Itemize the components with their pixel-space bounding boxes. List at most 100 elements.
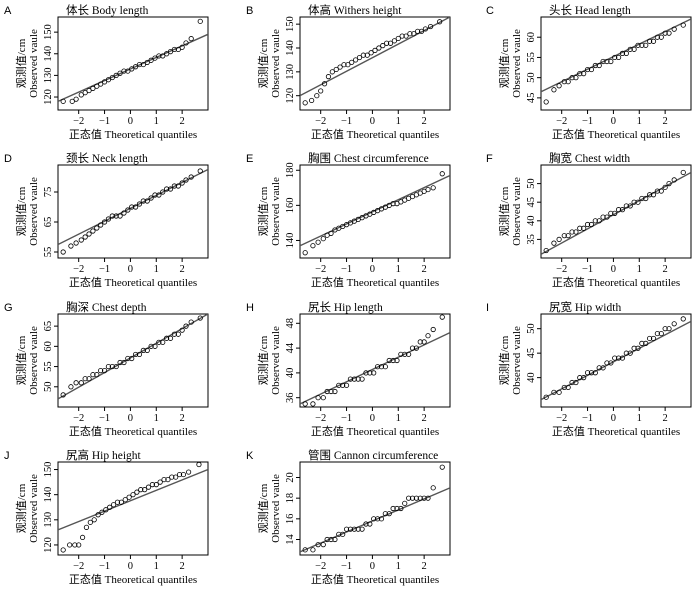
data-point [367, 370, 373, 376]
data-point [608, 210, 614, 216]
data-point [627, 350, 633, 356]
data-point [113, 363, 119, 370]
data-point [600, 214, 606, 220]
data-point [315, 395, 321, 401]
data-point [73, 380, 79, 386]
data-point [671, 177, 677, 183]
x-tick-label: 0 [611, 264, 616, 275]
data-point [411, 31, 417, 37]
x-tick-label: −1 [341, 561, 352, 572]
x-tick-label: 1 [637, 264, 642, 275]
y-tick-label: 140 [43, 46, 54, 62]
x-tick-label: 0 [370, 264, 375, 275]
x-tick-label: 1 [396, 413, 401, 424]
data-point [136, 201, 143, 207]
data-point [647, 335, 653, 342]
x-tick-label: 2 [180, 116, 185, 127]
data-point [197, 168, 203, 174]
x-tick-label: 2 [422, 264, 427, 275]
data-point [355, 376, 361, 382]
y-tick-label: 120 [43, 89, 54, 105]
x-tick-label: 1 [154, 413, 159, 424]
data-point [428, 23, 434, 30]
data-point [114, 499, 121, 505]
data-point [171, 46, 177, 53]
data-point [680, 316, 686, 322]
data-point [144, 347, 150, 353]
x-tick-label: 1 [637, 413, 642, 424]
y-tick-label: 50 [526, 323, 537, 334]
data-point [635, 42, 641, 48]
data-point [592, 218, 598, 224]
data-point [197, 18, 203, 24]
data-point [328, 388, 334, 395]
data-point [608, 58, 614, 65]
data-point [353, 57, 359, 63]
y-axis-label-cn: 观测值/cm [257, 335, 270, 385]
data-point [144, 198, 150, 204]
data-point [380, 43, 386, 49]
data-point [332, 388, 338, 395]
y-axis-label-cn: 观测值/cm [498, 186, 511, 236]
x-tick-label: −1 [341, 413, 352, 424]
data-point [125, 207, 131, 213]
plot-frame [540, 164, 692, 259]
data-point [341, 62, 347, 68]
reference-line [300, 487, 450, 553]
data-point [592, 370, 598, 376]
data-point [604, 58, 610, 65]
data-point [60, 392, 66, 398]
x-axis-label: 正态值 Theoretical quantiles [69, 573, 197, 586]
reference-line [58, 468, 208, 531]
data-point [111, 502, 117, 508]
data-point [359, 376, 365, 382]
data-point [359, 526, 365, 532]
y-axis-label-cn: 观测值/cm [257, 186, 270, 236]
data-point [592, 62, 598, 69]
data-point [658, 34, 664, 40]
y-axis-label-en: Observed vaule [28, 177, 40, 246]
y-axis-label-en: Observed vaule [511, 326, 523, 395]
data-point [551, 240, 557, 246]
data-point [430, 485, 436, 491]
data-point [543, 247, 549, 254]
data-point [132, 64, 139, 70]
panel-k: K 管围 Cannon circumference−2 −1 0 1 214161820正… [246, 448, 451, 586]
panel-i: I 尻宽 Hip width −2 −1 0 1 2 40 45 50 正态值 Theoretica… [486, 300, 692, 438]
data-point [619, 355, 626, 361]
y-axis-label-en: Observed vaule [28, 29, 40, 98]
data-point [188, 174, 194, 180]
data-point [91, 517, 97, 523]
data-point [183, 40, 189, 46]
plot-frame [57, 164, 209, 259]
data-point [179, 180, 185, 186]
x-tick-label: 0 [128, 561, 133, 572]
data-point [103, 507, 109, 513]
data-point [543, 99, 549, 105]
data-point [140, 347, 146, 353]
x-tick-label: 2 [180, 413, 185, 424]
data-point [588, 66, 595, 73]
data-point [425, 186, 431, 193]
data-point [658, 330, 664, 337]
data-point [623, 203, 629, 209]
x-tick-label: −1 [99, 116, 110, 127]
y-tick-label: 40 [285, 368, 296, 379]
y-tick-label: 120 [285, 88, 296, 104]
data-point [333, 66, 339, 73]
x-tick-label: 0 [611, 116, 616, 127]
data-point [402, 351, 408, 357]
data-point [105, 216, 112, 222]
x-tick-label: −1 [582, 413, 593, 424]
y-axis-label-en: Observed vaule [270, 474, 282, 543]
data-point [175, 183, 181, 189]
data-point [627, 46, 633, 52]
data-point [372, 47, 378, 53]
data-point [90, 85, 96, 91]
data-point [390, 505, 396, 512]
y-tick-label: 180 [285, 162, 296, 178]
y-axis-label-en: Observed vaule [511, 177, 523, 246]
data-point [95, 512, 101, 518]
panel-letter: A [4, 5, 12, 17]
data-point [421, 495, 427, 501]
